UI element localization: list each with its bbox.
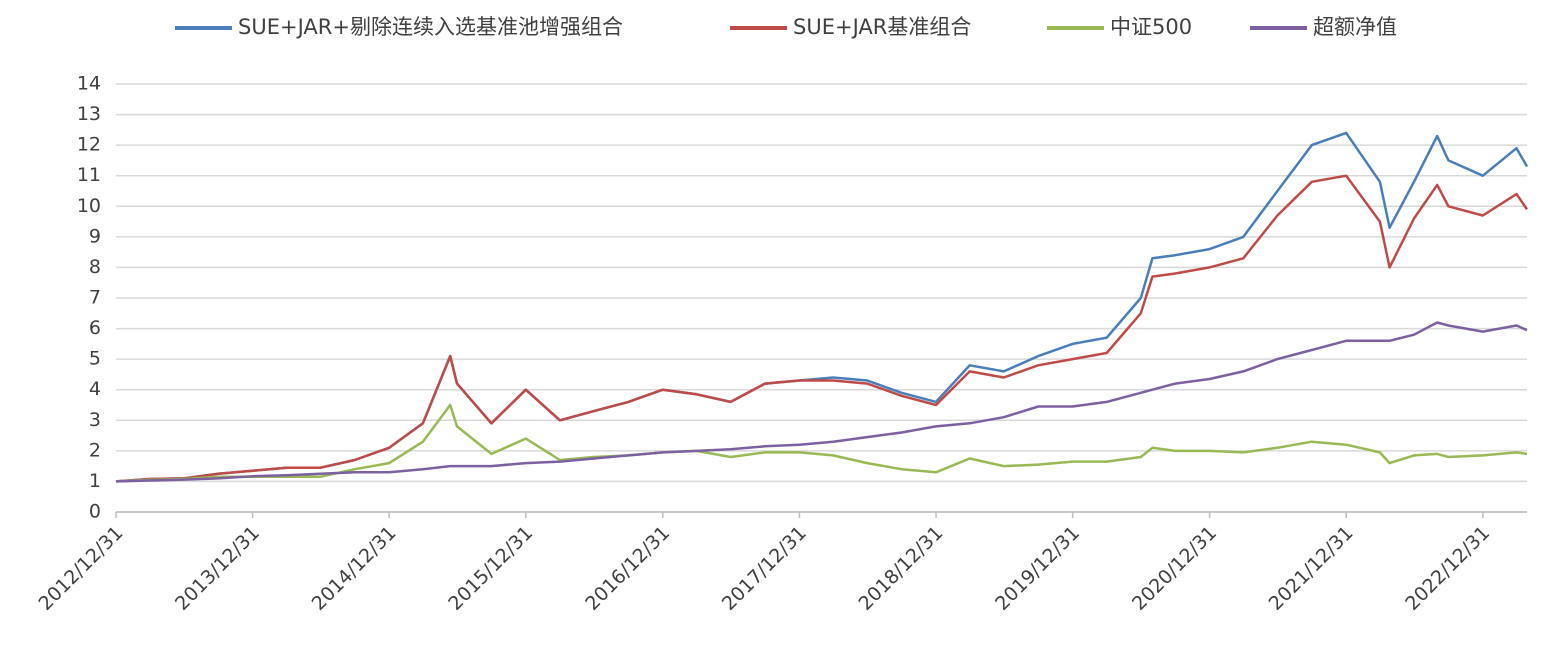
x-tick-label: 2014/12/31 <box>308 522 401 615</box>
y-tick-label: 0 <box>89 501 101 523</box>
series-line <box>115 321 1528 483</box>
x-tick-label: 2020/12/31 <box>1128 522 1221 615</box>
y-tick-label: 12 <box>77 134 101 156</box>
x-tick-label: 2013/12/31 <box>171 522 264 615</box>
y-tick-label: 2 <box>89 439 101 461</box>
x-tick-label: 2015/12/31 <box>444 522 537 615</box>
y-tick-label: 9 <box>89 225 101 247</box>
series-line <box>115 131 1529 483</box>
legend-label: 超额净值 <box>1313 15 1397 39</box>
y-tick-label: 4 <box>89 378 101 400</box>
x-tick-label: 2022/12/31 <box>1401 522 1494 615</box>
y-tick-label: 7 <box>89 287 101 309</box>
x-tick-label: 2021/12/31 <box>1265 522 1358 615</box>
y-tick-label: 5 <box>89 348 101 370</box>
x-tick-label: 2018/12/31 <box>854 522 947 615</box>
legend-label: SUE+JAR+剔除连续入选基准池增强组合 <box>238 15 623 39</box>
y-tick-label: 3 <box>89 409 101 431</box>
y-tick-label: 10 <box>77 195 101 217</box>
series-line <box>115 174 1529 483</box>
y-tick-label: 13 <box>77 103 101 125</box>
legend-label: SUE+JAR基准组合 <box>793 15 971 39</box>
y-tick-label: 1 <box>89 470 101 492</box>
y-tick-label: 11 <box>77 164 101 186</box>
x-tick-label: 2012/12/31 <box>34 522 127 615</box>
series-line <box>115 403 1528 483</box>
x-tick-label: 2016/12/31 <box>581 522 674 615</box>
legend-label: 中证500 <box>1110 15 1192 39</box>
y-tick-label: 14 <box>77 73 101 95</box>
y-tick-label: 8 <box>89 256 101 278</box>
x-tick-label: 2019/12/31 <box>991 522 1084 615</box>
y-tick-label: 6 <box>89 317 101 339</box>
x-tick-label: 2017/12/31 <box>718 522 811 615</box>
